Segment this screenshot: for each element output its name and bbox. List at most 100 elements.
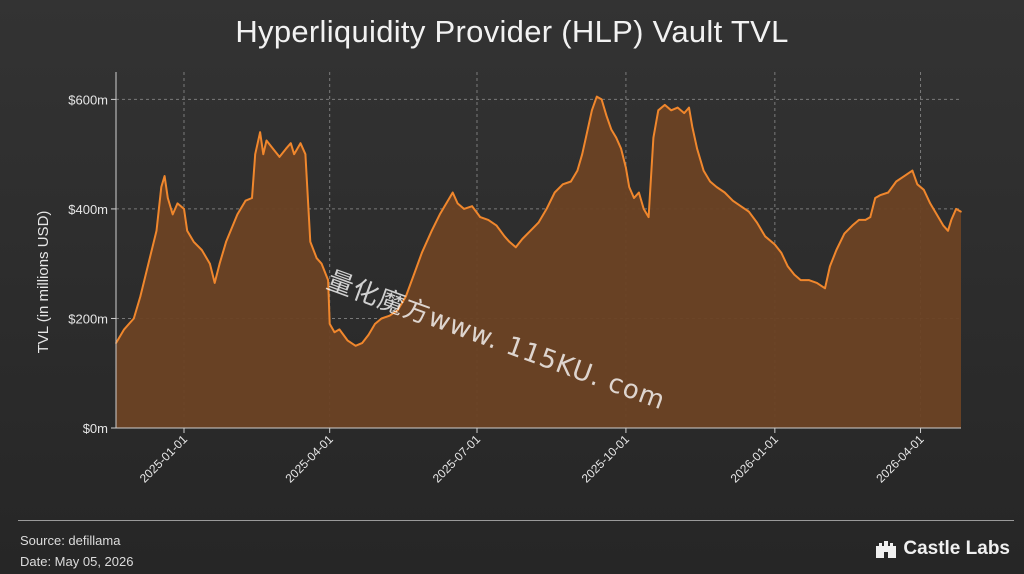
chart-title: Hyperliquidity Provider (HLP) Vault TVL <box>235 14 789 49</box>
brand-logo: Castle Labs <box>875 538 1010 560</box>
data-point <box>562 183 564 186</box>
data-point <box>740 205 742 207</box>
data-point <box>723 191 726 194</box>
data-point <box>874 197 876 199</box>
data-point <box>176 202 179 205</box>
footer-divider <box>18 520 1014 521</box>
data-point <box>503 235 506 238</box>
data-point <box>254 153 256 155</box>
data-point <box>304 153 307 155</box>
data-point <box>218 262 221 265</box>
data-point <box>576 169 579 172</box>
data-point <box>443 205 446 207</box>
data-point <box>570 180 572 183</box>
data-point <box>354 345 357 347</box>
x-tick-label: 2025-04-01 <box>282 432 336 486</box>
data-point <box>515 246 517 249</box>
data-point <box>160 186 163 188</box>
data-point <box>774 243 776 246</box>
data-point <box>421 251 423 254</box>
data-point <box>123 328 125 331</box>
data-point <box>911 169 914 172</box>
data-point <box>139 295 142 298</box>
data-point <box>670 109 672 112</box>
data-point <box>628 186 630 188</box>
data-point <box>380 317 383 320</box>
data-point <box>923 189 925 191</box>
data-point <box>829 265 831 268</box>
data-point <box>272 147 274 150</box>
data-point <box>346 339 349 342</box>
data-point <box>225 241 227 243</box>
y-axis-label: TVL (in millions USD) <box>35 211 52 354</box>
axes <box>111 72 961 433</box>
data-point <box>430 230 433 232</box>
data-point <box>732 199 734 202</box>
data-point <box>647 216 650 218</box>
data-point <box>581 153 583 155</box>
data-point <box>787 265 789 268</box>
data-point <box>361 342 363 344</box>
data-point <box>851 224 854 227</box>
data-point <box>133 317 135 320</box>
data-point <box>413 273 415 276</box>
data-point <box>916 183 919 186</box>
data-point <box>236 213 239 216</box>
data-point <box>887 191 889 194</box>
data-point <box>192 241 195 243</box>
data-point <box>244 199 247 202</box>
data-point <box>748 210 750 213</box>
data-point <box>537 221 540 224</box>
data-point <box>605 115 608 117</box>
y-tick-label: $400m <box>68 202 108 217</box>
data-point <box>683 112 685 114</box>
data-point <box>858 219 860 221</box>
y-tick-label: $0m <box>83 421 108 436</box>
data-point <box>456 202 459 205</box>
data-point <box>487 219 490 221</box>
area-fill <box>116 96 961 428</box>
data-point <box>935 213 938 216</box>
data-point <box>262 153 265 155</box>
data-point <box>715 186 718 188</box>
data-point <box>213 282 216 284</box>
data-point <box>596 95 598 98</box>
castle-icon <box>876 541 897 558</box>
data-point <box>439 213 441 216</box>
data-point <box>265 139 268 142</box>
data-point <box>396 309 399 312</box>
area-series <box>115 95 962 428</box>
data-point <box>600 98 603 101</box>
data-point <box>479 216 482 218</box>
data-point <box>290 142 292 144</box>
data-point <box>495 224 498 227</box>
data-point <box>183 208 185 210</box>
data-point <box>171 213 174 216</box>
data-point <box>676 106 679 109</box>
x-tick-label: 2025-07-01 <box>430 432 484 486</box>
data-point <box>869 216 872 218</box>
data-point <box>586 131 588 133</box>
y-tick-label: $200m <box>68 311 108 326</box>
data-point <box>471 205 473 207</box>
data-point <box>793 273 796 276</box>
data-point <box>947 230 949 232</box>
x-tick-label: 2025-01-01 <box>137 432 191 486</box>
data-point <box>657 109 660 112</box>
data-point <box>638 191 640 194</box>
data-point <box>451 191 454 194</box>
data-point <box>688 106 690 109</box>
data-point <box>691 126 694 128</box>
data-point <box>780 251 783 254</box>
data-point <box>696 147 698 150</box>
data-point <box>299 142 302 144</box>
data-point <box>702 169 705 172</box>
data-point <box>591 109 593 112</box>
data-point <box>610 128 613 131</box>
data-point <box>209 262 211 265</box>
data-point <box>508 241 511 243</box>
data-point <box>625 167 627 169</box>
data-point <box>615 136 617 139</box>
data-point <box>309 241 312 243</box>
data-point <box>147 262 150 265</box>
